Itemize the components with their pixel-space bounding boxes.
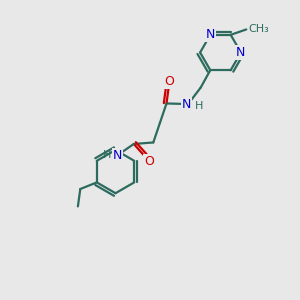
Text: H: H [195,100,203,111]
Text: N: N [206,28,215,41]
Text: N: N [112,149,122,162]
Text: N: N [236,46,246,59]
Text: H: H [103,150,111,161]
Text: N: N [182,98,191,111]
Text: O: O [164,75,174,88]
Text: CH₃: CH₃ [249,24,269,34]
Text: O: O [145,154,154,168]
